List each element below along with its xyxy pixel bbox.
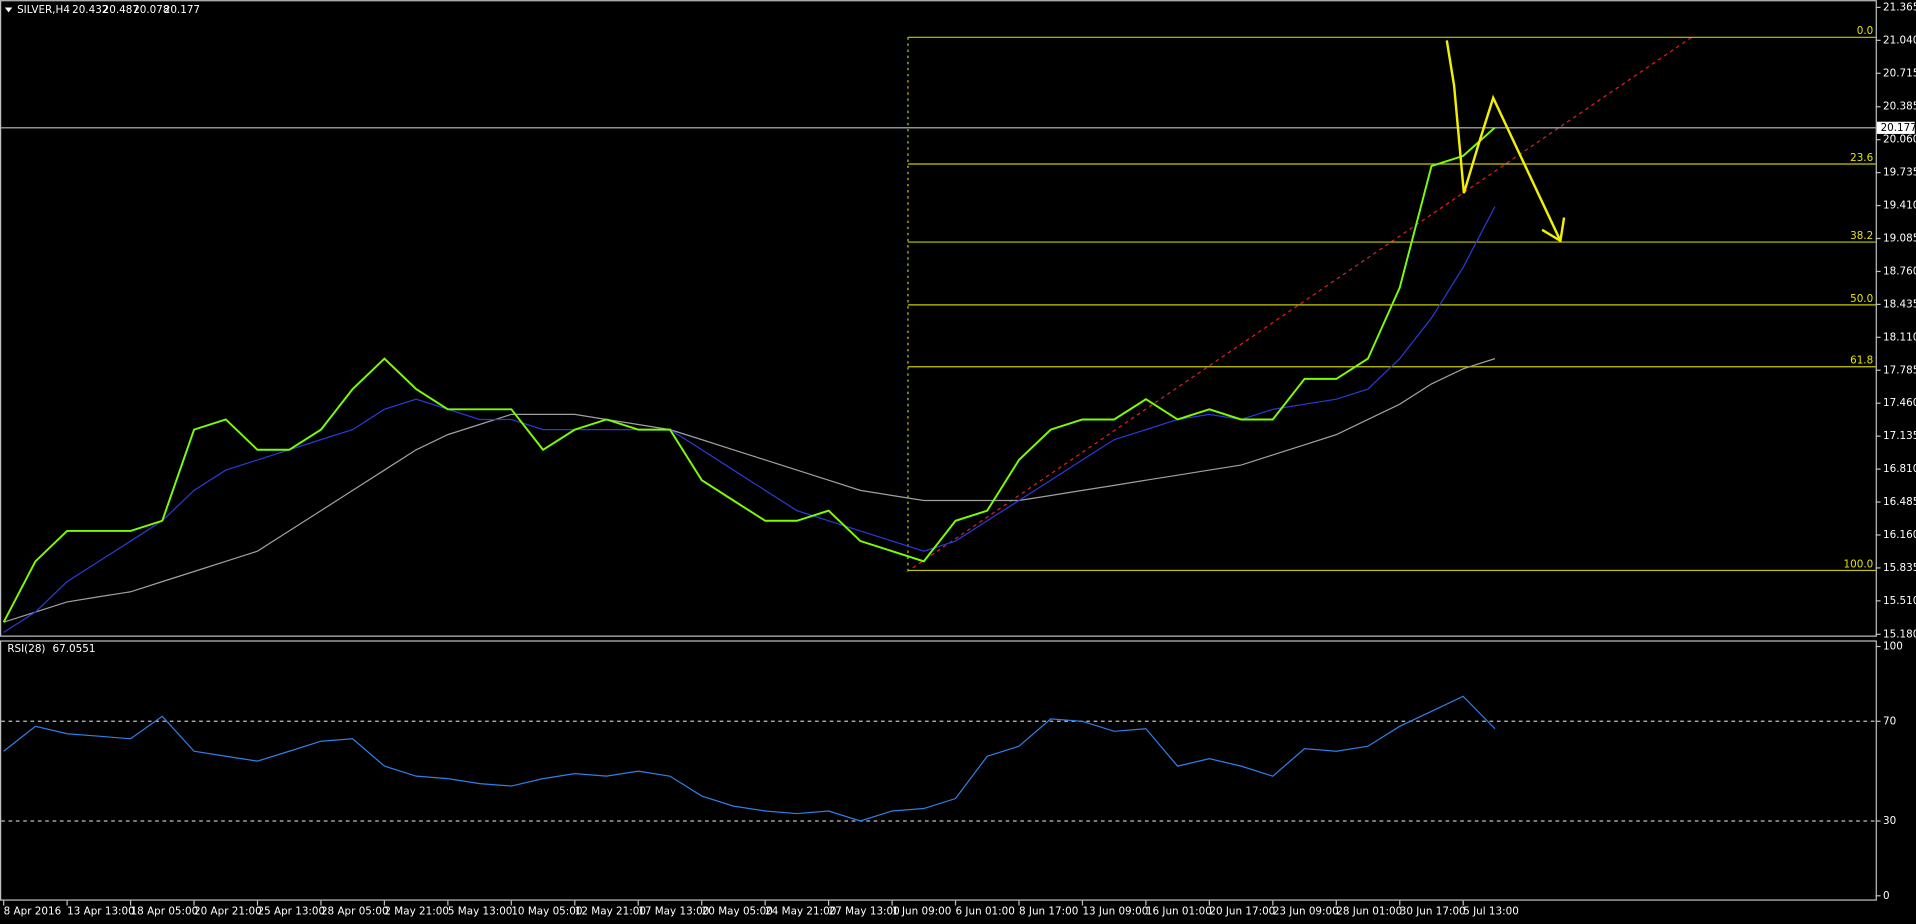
fib-label: 0.0 [1857,25,1874,37]
rsi-panel-frame [0,640,1877,901]
last-price-label: 20.177 [1881,122,1916,134]
ohlc-value: 20.487 [103,4,139,16]
x-tick-label: 13 Apr 13:00 [67,906,135,918]
trend-line [906,36,1693,573]
y-tick-label: 18.435 [1883,298,1916,310]
y-tick-label: 21.365 [1883,1,1916,13]
series-line [3,206,1496,633]
y-tick-label: 17.135 [1883,430,1916,442]
x-tick-label: 8 Apr 2016 [4,906,62,918]
y-tick-label: 21.040 [1883,34,1916,46]
price-panel-frame [0,0,1877,637]
x-tick-label: 12 May 21:00 [575,906,646,918]
y-tick-label: 19.410 [1883,200,1916,212]
rsi-value: 67.0551 [53,643,96,655]
fib-label: 23.6 [1850,152,1873,164]
x-tick-label: 13 Jun 09:00 [1082,906,1148,918]
y-tick-label: 16.810 [1883,463,1916,475]
y-tick-label: 20.060 [1883,134,1916,146]
annotation-arrow [1445,40,1562,242]
y-tick-label: 15.180 [1883,628,1916,640]
y-tick-label: 16.485 [1883,496,1916,508]
x-tick-label: 17 May 13:00 [638,906,709,918]
x-tick-label: 8 Jun 17:00 [1019,906,1078,918]
x-tick-label: 28 Jun 01:00 [1336,906,1402,918]
ohlc-value: 20.432 [72,4,108,16]
symbol-title: SILVER,H4 [17,4,70,16]
x-tick-label: 5 Jul 13:00 [1463,906,1519,918]
x-tick-label: 20 Apr 21:00 [194,906,262,918]
x-tick-label: 6 Jun 01:00 [956,906,1015,918]
x-tick-label: 25 Apr 13:00 [257,906,325,918]
series-line [2,126,1496,623]
x-tick-label: 20 Jun 17:00 [1209,906,1275,918]
x-tick-label: 10 May 05:00 [511,906,582,918]
x-tick-label: 27 May 13:00 [829,906,900,918]
y-tick-label: 18.760 [1883,265,1916,277]
y-tick-label: 17.785 [1883,364,1916,376]
x-tick-label: 23 Jun 09:00 [1273,906,1339,918]
fib-label: 38.2 [1850,230,1873,242]
fib-label: 100.0 [1844,558,1874,570]
y-tick-label: 17.460 [1883,397,1916,409]
y-tick-label: 15.510 [1883,595,1916,607]
x-tick-label: 20 May 05:00 [702,906,773,918]
y-tick-label: 19.735 [1883,167,1916,179]
y-tick-label: 20.385 [1883,101,1916,113]
annotation-arrowhead [1541,217,1566,243]
series-line [3,695,1496,822]
fib-label: 61.8 [1850,355,1873,367]
y-tick-label: 100 [1883,641,1903,653]
y-tick-label: 19.085 [1883,233,1916,245]
x-tick-label: 18 Apr 05:00 [131,906,199,918]
y-tick-label: 18.110 [1883,331,1916,343]
ohlc-value: 20.078 [133,4,169,16]
y-tick-label: 15.835 [1883,562,1916,574]
x-tick-label: 28 Apr 05:00 [321,906,389,918]
y-tick-label: 70 [1883,715,1896,727]
x-tick-label: 1 Jun 09:00 [892,906,951,918]
last-price-box [1876,121,1915,134]
menu-arrow [4,7,13,13]
ohlc-value: 20.177 [164,4,200,16]
fib-label: 50.0 [1850,293,1873,305]
y-tick-label: 0 [1883,890,1890,902]
y-tick-label: 30 [1883,815,1896,827]
x-tick-label: 5 May 13:00 [448,906,513,918]
x-tick-label: 24 May 21:00 [765,906,836,918]
rsi-title: RSI(28) [7,643,45,655]
x-tick-label: 16 Jun 01:00 [1146,906,1212,918]
x-tick-label: 30 Jun 17:00 [1400,906,1466,918]
series-line [3,358,1496,623]
x-tick-label: 2 May 21:00 [384,906,449,918]
y-tick-label: 20.715 [1883,67,1916,79]
y-tick-label: 16.160 [1883,529,1916,541]
